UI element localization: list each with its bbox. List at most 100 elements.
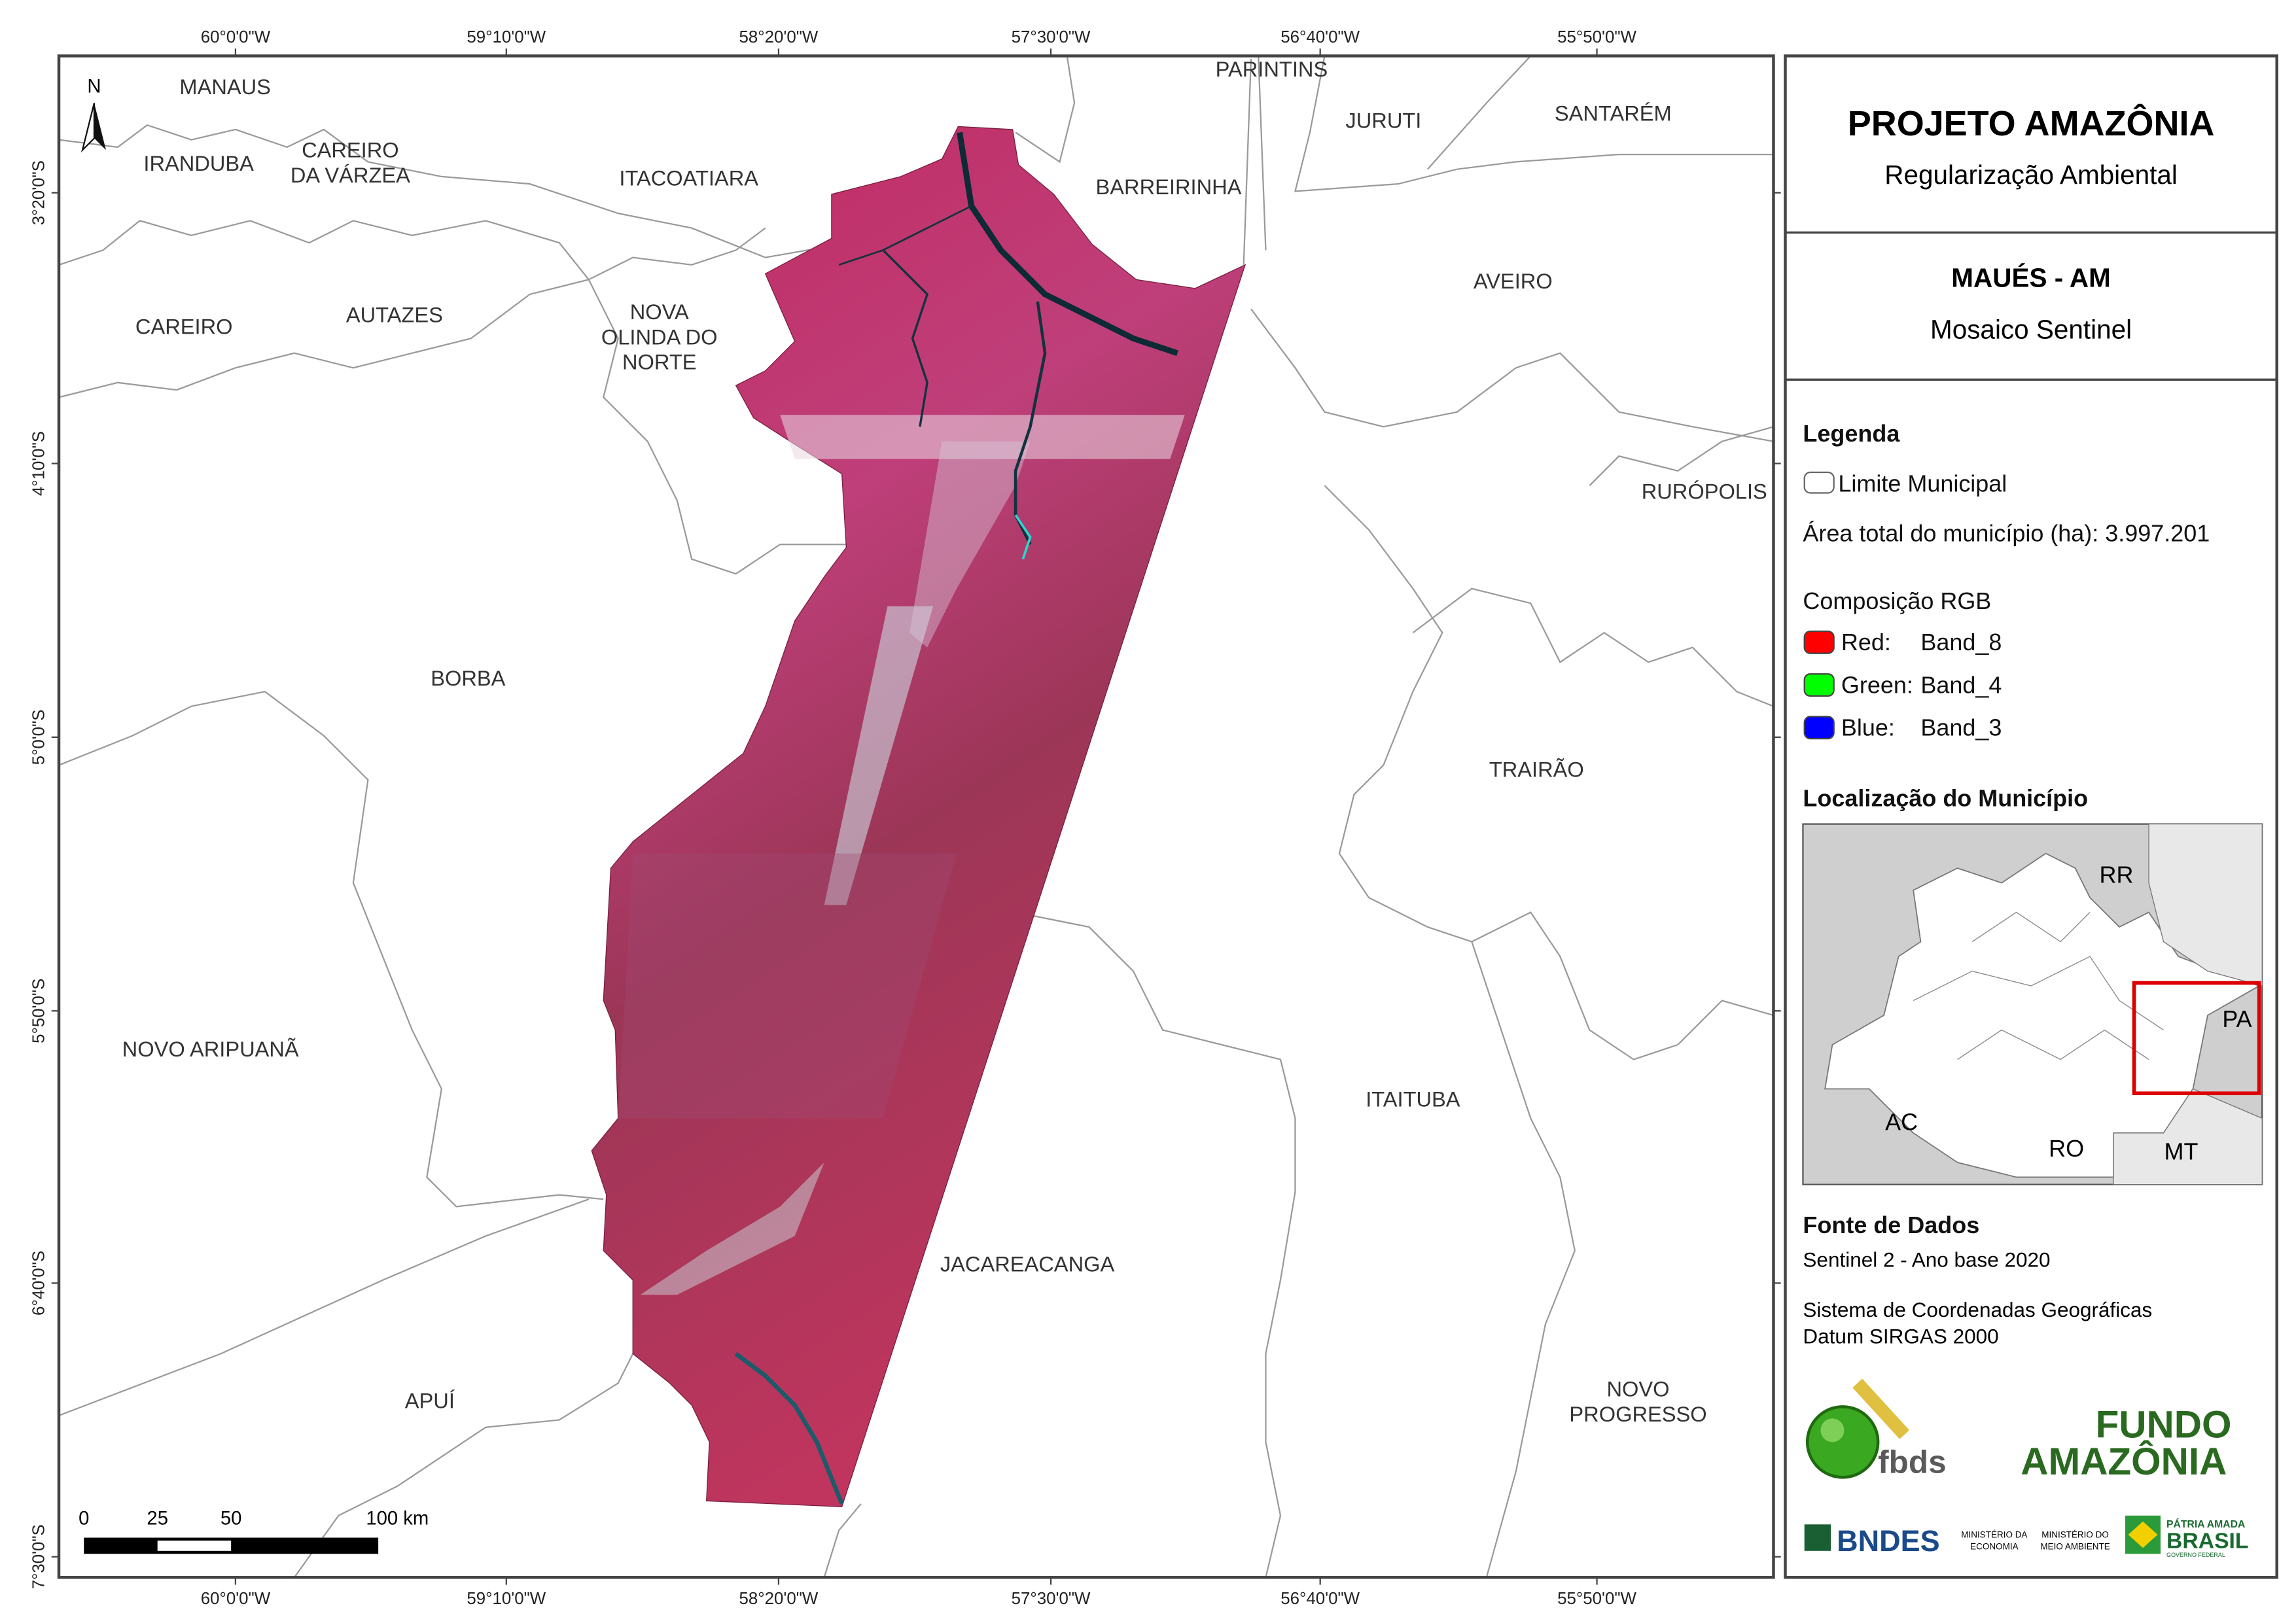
graticule-labels: 60°0'0"W 60°0'0"W 59°10'0"W 59°10'0"W 58°20'…: [30, 28, 1781, 1608]
lat-label: 6°40'0"S: [30, 1251, 48, 1316]
location-inset: RR PA AC RO MT: [1802, 823, 2263, 1185]
lon-label: 57°30'0"W: [1012, 1590, 1091, 1608]
scale-bar: 0 25 50 100 km: [79, 1508, 429, 1554]
logo-ministry: ECONOMIA: [1970, 1542, 2018, 1552]
lon-label: 58°20'0"W: [739, 28, 819, 46]
area: Área total do município (ha): 3.997.201: [1803, 520, 2210, 547]
state-label: RO: [2049, 1135, 2084, 1162]
lon-label: 55°50'0"W: [1557, 1590, 1636, 1608]
title: PROJETO AMAZÔNIA: [1848, 103, 2215, 143]
band-color: Red:: [1841, 629, 1891, 655]
place-label: PARINTINS: [1216, 57, 1328, 81]
place-label: APUÍ: [405, 1389, 455, 1413]
legend-boundary: Limite Municipal: [1838, 470, 2007, 497]
rgb-title: Composição RGB: [1803, 587, 1991, 614]
place-label: ITACOATIARA: [619, 166, 758, 190]
band-color: Green:: [1841, 671, 1913, 698]
lon-label: 58°20'0"W: [739, 1590, 819, 1608]
logo-ministry: MINISTÉRIO DO: [2041, 1530, 2109, 1540]
logo-ministry: MINISTÉRIO DA: [1961, 1530, 2027, 1540]
state-label: AC: [1885, 1108, 1918, 1135]
logo-brasil: BRASIL: [2166, 1528, 2249, 1553]
sentinel-mosaic: [591, 126, 1246, 1508]
lat-label: 5°0'0"S: [30, 709, 48, 765]
logo-bndes: BNDES: [1837, 1524, 1939, 1558]
municipal-boundaries: [59, 56, 1774, 1578]
logo-patria: PÁTRIA AMADA: [2166, 1518, 2245, 1530]
place-label: DA VÁRZEA: [291, 163, 410, 187]
map-body: [59, 56, 1774, 1578]
band-name: Band_3: [1920, 714, 2002, 741]
state-label: MT: [2164, 1138, 2199, 1164]
place-label: BARREIRINHA: [1096, 175, 1242, 199]
band-color: Blue:: [1841, 714, 1895, 741]
place-label: OLINDA DO: [601, 324, 718, 349]
place-label: AUTAZES: [346, 303, 443, 327]
source-line: Datum SIRGAS 2000: [1803, 1325, 1998, 1348]
place-label: CAREIRO: [135, 315, 233, 339]
place-label: JACAREACANGA: [940, 1251, 1115, 1276]
place-label: CAREIRO: [302, 138, 399, 162]
band-name: Band_8: [1920, 629, 2002, 655]
place-label: BORBA: [431, 666, 505, 690]
place-label: NOVO ARIPUANÃ: [122, 1037, 299, 1061]
source-line: Sentinel 2 - Ano base 2020: [1803, 1248, 2050, 1272]
side-panel: PROJETO AMAZÔNIA Regularização Ambiental…: [1784, 54, 2278, 1579]
band-legend: Red: Band_8 Green: Band_4 Blue: Band_3: [1803, 629, 2002, 741]
municipality: MAUÉS - AM: [1951, 263, 2111, 293]
location-title: Localização do Município: [1803, 785, 2088, 812]
logos: fbds FUNDO AMAZÔNIA BNDES MINISTÉRIO DA …: [1804, 1378, 2249, 1558]
place-label: ITAITUBA: [1366, 1087, 1460, 1111]
lon-label: 56°40'0"W: [1280, 1590, 1360, 1608]
band-name: Band_4: [1920, 671, 2002, 698]
place-label: IRANDUBA: [143, 151, 254, 175]
place-label: AVEIRO: [1474, 269, 1553, 293]
lon-label: 56°40'0"W: [1280, 28, 1360, 46]
place-label: TRAIRÃO: [1489, 758, 1584, 782]
logo-amazonia: AMAZÔNIA: [2021, 1439, 2227, 1483]
logo-fbds: fbds: [1878, 1444, 1946, 1480]
logo-ministry: MEIO AMBIENTE: [2040, 1542, 2110, 1552]
place-label: JURUTI: [1345, 109, 1421, 133]
source-line: Sistema de Coordenadas Geográficas: [1803, 1298, 2152, 1321]
lat-label: 7°30'0"S: [30, 1524, 48, 1589]
lon-label: 59°10'0"W: [467, 1590, 546, 1608]
state-label: PA: [2222, 1005, 2252, 1032]
band-swatch: [1803, 630, 1835, 654]
lon-label: 57°30'0"W: [1012, 28, 1091, 46]
place-label: RURÓPOLIS: [1642, 480, 1767, 504]
lat-label: 5°50'0"S: [30, 979, 48, 1043]
place-label: MANAUS: [179, 75, 271, 99]
lat-label: 4°10'0"S: [30, 431, 48, 496]
band-swatch: [1803, 716, 1835, 740]
north-label: N: [87, 77, 101, 97]
band-swatch: [1803, 673, 1835, 697]
product: Mosaico Sentinel: [1930, 314, 2132, 344]
place-label: NORTE: [622, 350, 697, 374]
lon-label: 59°10'0"W: [467, 28, 546, 46]
scale-label: 50: [221, 1508, 242, 1529]
source-title: Fonte de Dados: [1803, 1212, 1979, 1238]
scale-label: 0: [79, 1508, 89, 1529]
map-frame: [57, 54, 1775, 1579]
logo-governo: GOVERNO FEDERAL: [2166, 1552, 2225, 1558]
place-label: SANTARÉM: [1555, 101, 1672, 125]
logo-fundo: FUNDO: [2096, 1404, 2232, 1446]
lon-label: 60°0'0"W: [201, 1590, 271, 1608]
state-label: RR: [2100, 862, 2134, 888]
scale-label: 100 km: [366, 1508, 429, 1529]
subtitle: Regularização Ambiental: [1884, 160, 2178, 190]
legend-title: Legenda: [1803, 420, 1900, 447]
scale-label: 25: [147, 1508, 168, 1529]
place-label: NOVO: [1607, 1377, 1670, 1401]
lon-label: 55°50'0"W: [1557, 28, 1636, 46]
place-label: PROGRESSO: [1569, 1402, 1706, 1426]
lon-label: 60°0'0"W: [201, 28, 271, 46]
lat-label: 3°20'0"S: [30, 160, 48, 225]
north-arrow: N: [80, 77, 106, 153]
place-label: NOVA: [630, 300, 689, 324]
